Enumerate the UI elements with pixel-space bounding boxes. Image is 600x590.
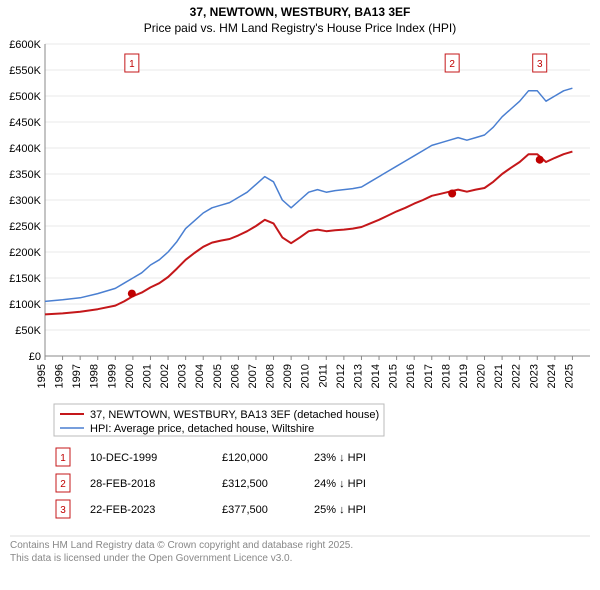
x-tick-label: 2011	[317, 364, 329, 388]
y-tick-label: £500K	[9, 91, 41, 103]
x-tick-label: 2018	[440, 364, 452, 388]
y-tick-label: £200K	[9, 247, 41, 259]
legend-label: 37, NEWTOWN, WESTBURY, BA13 3EF (detache…	[90, 409, 379, 421]
sale-marker-num: 3	[537, 59, 543, 70]
table-marker-num: 2	[60, 479, 66, 490]
x-tick-label: 2005	[212, 364, 224, 388]
table-diff: 23% ↓ HPI	[314, 452, 366, 464]
y-tick-label: £450K	[9, 117, 41, 129]
table-marker-num: 3	[60, 505, 66, 516]
x-tick-label: 2007	[247, 364, 259, 388]
x-tick-label: 2001	[141, 364, 153, 388]
sale-marker-num: 2	[449, 59, 455, 70]
table-date: 10-DEC-1999	[90, 452, 157, 464]
sale-marker-num: 1	[129, 59, 135, 70]
x-tick-label: 2013	[352, 364, 364, 388]
x-tick-label: 2024	[546, 364, 558, 388]
footer-line1: Contains HM Land Registry data © Crown c…	[10, 540, 353, 551]
table-price: £120,000	[222, 452, 268, 464]
y-tick-label: £100K	[9, 299, 41, 311]
sale-dot	[128, 290, 136, 298]
x-tick-label: 2021	[493, 364, 505, 388]
table-price: £312,500	[222, 478, 268, 490]
x-tick-label: 2006	[229, 364, 241, 388]
x-tick-label: 1998	[89, 364, 101, 388]
y-tick-label: £250K	[9, 221, 41, 233]
x-tick-label: 2010	[300, 364, 312, 388]
sale-dot	[536, 156, 544, 164]
x-tick-label: 2023	[528, 364, 540, 388]
x-tick-label: 1995	[36, 364, 48, 388]
table-diff: 25% ↓ HPI	[314, 504, 366, 516]
table-diff: 24% ↓ HPI	[314, 478, 366, 490]
y-tick-label: £600K	[9, 39, 41, 51]
table-price: £377,500	[222, 504, 268, 516]
x-tick-label: 2012	[335, 364, 347, 388]
table-date: 28-FEB-2018	[90, 478, 155, 490]
x-tick-label: 2017	[423, 364, 435, 388]
chart-title-line1: 37, NEWTOWN, WESTBURY, BA13 3EF	[190, 5, 411, 19]
x-tick-label: 2000	[124, 364, 136, 388]
legend-label: HPI: Average price, detached house, Wilt…	[90, 423, 314, 435]
chart-title-line2: Price paid vs. HM Land Registry's House …	[144, 21, 456, 35]
x-tick-label: 2025	[563, 364, 575, 388]
x-tick-label: 2008	[265, 364, 277, 388]
y-tick-label: £150K	[9, 273, 41, 285]
y-tick-label: £400K	[9, 143, 41, 155]
x-tick-label: 2016	[405, 364, 417, 388]
y-tick-label: £350K	[9, 169, 41, 181]
price-chart: 37, NEWTOWN, WESTBURY, BA13 3EF Price pa…	[0, 0, 600, 590]
x-tick-label: 2019	[458, 364, 470, 388]
y-tick-label: £300K	[9, 195, 41, 207]
footer-line2: This data is licensed under the Open Gov…	[10, 553, 292, 564]
y-tick-label: £0	[29, 351, 41, 363]
x-tick-label: 2002	[159, 364, 171, 388]
x-tick-label: 2015	[388, 364, 400, 388]
table-date: 22-FEB-2023	[90, 504, 155, 516]
x-tick-label: 1996	[54, 364, 66, 388]
x-tick-label: 2020	[476, 364, 488, 388]
sale-dot	[448, 190, 456, 198]
y-tick-label: £550K	[9, 65, 41, 77]
legend: 37, NEWTOWN, WESTBURY, BA13 3EF (detache…	[54, 404, 384, 436]
x-tick-label: 2003	[177, 364, 189, 388]
y-tick-label: £50K	[15, 325, 41, 337]
table-marker-num: 1	[60, 453, 66, 464]
x-tick-label: 1997	[71, 364, 83, 388]
x-tick-label: 2014	[370, 364, 382, 388]
x-tick-label: 1999	[106, 364, 118, 388]
x-tick-label: 2004	[194, 364, 206, 388]
x-tick-label: 2009	[282, 364, 294, 388]
x-tick-label: 2022	[511, 364, 523, 388]
